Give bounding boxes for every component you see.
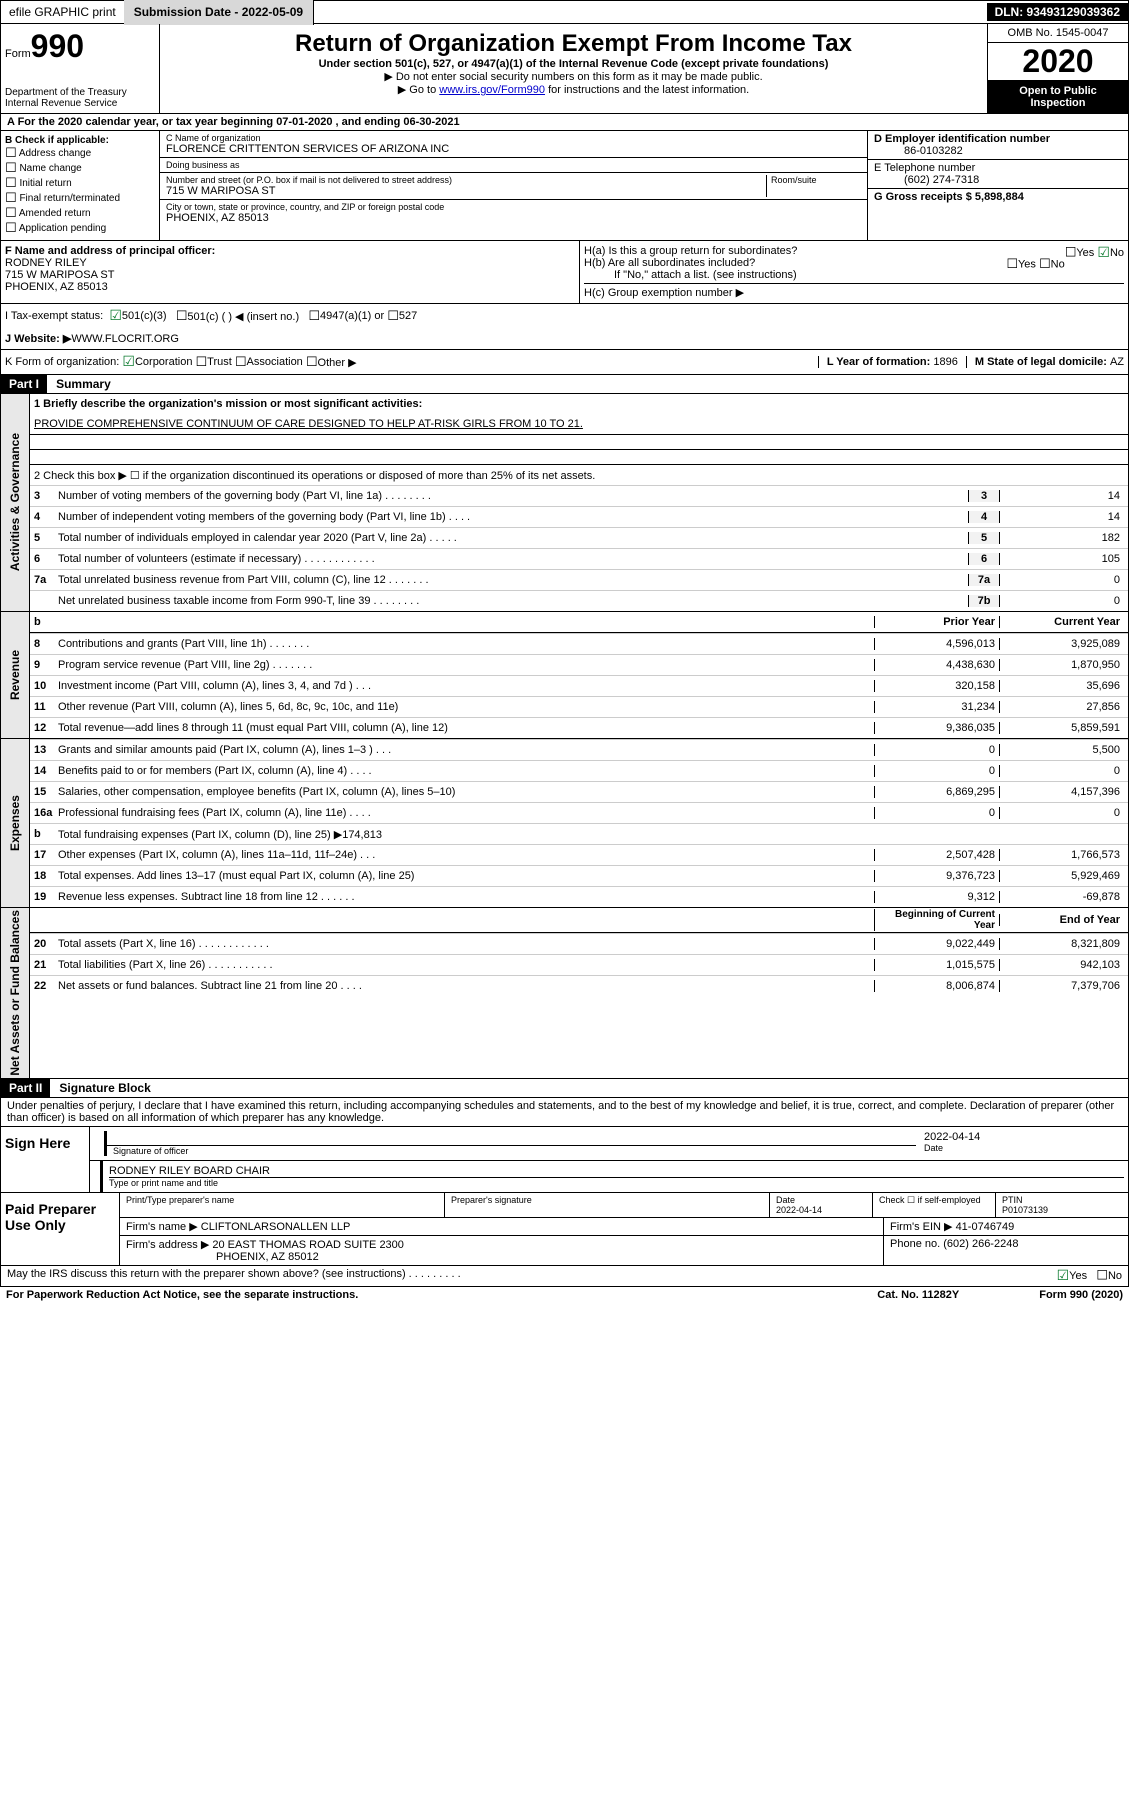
line-a: A For the 2020 calendar year, or tax yea… — [0, 114, 1129, 131]
paid-preparer-block: Paid Preparer Use Only Print/Type prepar… — [0, 1193, 1129, 1266]
table-row: 5Total number of individuals employed in… — [30, 527, 1128, 548]
k-label: K Form of organization: — [5, 356, 119, 368]
street: 715 W MARIPOSA ST — [166, 185, 766, 197]
table-row: 14Benefits paid to or for members (Part … — [30, 760, 1128, 781]
f-name: RODNEY RILEY — [5, 257, 87, 269]
form-number: 990 — [31, 28, 84, 64]
sign-here-block: Sign Here Signature of officer 2022-04-1… — [0, 1127, 1129, 1193]
klm-row: K Form of organization: ☑ Corporation ☐ … — [0, 350, 1129, 375]
form-header: Form990 Department of the Treasury Inter… — [0, 24, 1129, 114]
ein: 86-0103282 — [874, 145, 963, 157]
hc-label: H(c) Group exemption number ▶ — [584, 283, 1124, 299]
table-row: 12Total revenue—add lines 8 through 11 (… — [30, 717, 1128, 738]
officer-name-label: Type or print name and title — [109, 1178, 1124, 1188]
table-row: 9Program service revenue (Part VIII, lin… — [30, 654, 1128, 675]
table-row: 21Total liabilities (Part X, line 26) . … — [30, 954, 1128, 975]
officer-name: RODNEY RILEY BOARD CHAIR — [109, 1165, 1124, 1178]
table-row: 20Total assets (Part X, line 16) . . . .… — [30, 933, 1128, 954]
b-initial: Initial return — [19, 178, 71, 189]
b-final: Final return/terminated — [19, 193, 120, 204]
part-ii-header: Part II Signature Block — [0, 1079, 1129, 1098]
table-row: bTotal fundraising expenses (Part IX, co… — [30, 823, 1128, 844]
b-name-change: Name change — [19, 163, 81, 174]
preparer-phone: (602) 266-2248 — [943, 1238, 1018, 1250]
table-row: 6Total number of volunteers (estimate if… — [30, 548, 1128, 569]
firm-ein: 41-0746749 — [956, 1221, 1015, 1233]
sig-date-label: Date — [924, 1143, 1124, 1153]
city: PHOENIX, AZ 85013 — [166, 212, 861, 224]
dln: DLN: 93493129039362 — [987, 3, 1128, 21]
form-title: Return of Organization Exempt From Incom… — [166, 30, 981, 58]
b-amended: Amended return — [19, 208, 91, 219]
website: WWW.FLOCRIT.ORG — [71, 333, 179, 345]
table-row: 7aTotal unrelated business revenue from … — [30, 569, 1128, 590]
perjury-text: Under penalties of perjury, I declare th… — [0, 1098, 1129, 1127]
form-note2-post: for instructions and the latest informat… — [545, 84, 749, 96]
table-row: 4Number of independent voting members of… — [30, 506, 1128, 527]
dept-label: Department of the Treasury — [5, 87, 155, 98]
f-label: F Name and address of principal officer: — [5, 245, 215, 257]
i-label: I Tax-exempt status: — [5, 310, 103, 322]
tax-year: 2020 — [988, 43, 1128, 81]
table-row: Net unrelated business taxable income fr… — [30, 590, 1128, 611]
table-row: 10Investment income (Part VIII, column (… — [30, 675, 1128, 696]
b-pending: Application pending — [19, 223, 106, 234]
fh-block: F Name and address of principal officer:… — [0, 241, 1129, 304]
submission-date: Submission Date - 2022-05-09 — [124, 0, 314, 25]
ein-label: D Employer identification number — [874, 133, 1050, 145]
net-assets-section: Net Assets or Fund Balances Beginning of… — [0, 908, 1129, 1079]
street-label: Number and street (or P.O. box if mail i… — [166, 175, 766, 185]
b-addr-change: Address change — [19, 148, 91, 159]
mission-text: PROVIDE COMPREHENSIVE CONTINUUM OF CARE … — [34, 418, 1124, 430]
website-row: J Website: ▶ WWW.FLOCRIT.ORG — [0, 328, 1129, 350]
footer-row: For Paperwork Reduction Act Notice, see … — [0, 1287, 1129, 1303]
sig-date: 2022-04-14 — [924, 1131, 1124, 1143]
table-row: 17Other expenses (Part IX, column (A), l… — [30, 844, 1128, 865]
gross: 5,898,884 — [975, 191, 1024, 203]
irs-label: Internal Revenue Service — [5, 98, 155, 109]
form-note1: ▶ Do not enter social security numbers o… — [166, 70, 981, 83]
irs-link[interactable]: www.irs.gov/Form990 — [439, 84, 545, 96]
tax-exempt-row: I Tax-exempt status: ☑ 501(c)(3) ☐ 501(c… — [0, 304, 1129, 328]
expenses-section: Expenses 13Grants and similar amounts pa… — [0, 739, 1129, 908]
table-row: 19Revenue less expenses. Subtract line 1… — [30, 886, 1128, 907]
revenue-section: Revenue b Prior Year Current Year 8Contr… — [0, 612, 1129, 739]
part-i-header: Part I Summary — [0, 375, 1129, 394]
table-row: 13Grants and similar amounts paid (Part … — [30, 739, 1128, 760]
ha-label: H(a) Is this a group return for subordin… — [584, 245, 797, 257]
phone-label: E Telephone number — [874, 162, 1122, 174]
b-heading: B Check if applicable: — [5, 135, 155, 146]
j-label: J Website: ▶ — [5, 332, 71, 345]
omb-number: OMB No. 1545-0047 — [988, 24, 1128, 43]
activities-governance: Activities & Governance 1 Briefly descri… — [0, 394, 1129, 612]
city-label: City or town, state or province, country… — [166, 202, 861, 212]
topbar: efile GRAPHIC print Submission Date - 20… — [0, 0, 1129, 24]
org-name: FLORENCE CRITTENTON SERVICES OF ARIZONA … — [166, 143, 861, 155]
table-row: 22Net assets or fund balances. Subtract … — [30, 975, 1128, 996]
efile-label: efile GRAPHIC print — [1, 3, 124, 21]
table-row: 18Total expenses. Add lines 13–17 (must … — [30, 865, 1128, 886]
f-city: PHOENIX, AZ 85013 — [5, 281, 108, 293]
table-row: 16aProfessional fundraising fees (Part I… — [30, 802, 1128, 823]
discuss-row: May the IRS discuss this return with the… — [0, 1266, 1129, 1287]
dba-label: Doing business as — [166, 160, 861, 170]
hb-label: H(b) Are all subordinates included? — [584, 257, 755, 269]
room-label: Room/suite — [771, 175, 861, 185]
form-label: Form — [5, 48, 31, 60]
c-name-label: C Name of organization — [166, 133, 861, 143]
entity-block: B Check if applicable: ☐ Address change … — [0, 131, 1129, 241]
table-row: 15Salaries, other compensation, employee… — [30, 781, 1128, 802]
table-row: 8Contributions and grants (Part VIII, li… — [30, 633, 1128, 654]
sig-officer-label: Signature of officer — [104, 1146, 916, 1156]
table-row: 3Number of voting members of the governi… — [30, 485, 1128, 506]
form-note2-pre: ▶ Go to — [398, 84, 439, 96]
gross-label: G Gross receipts $ — [874, 191, 975, 203]
table-row: 11Other revenue (Part VIII, column (A), … — [30, 696, 1128, 717]
f-street: 715 W MARIPOSA ST — [5, 269, 114, 281]
phone: (602) 274-7318 — [874, 174, 979, 186]
firm-name: CLIFTONLARSONALLEN LLP — [201, 1221, 351, 1233]
form-subtitle: Under section 501(c), 527, or 4947(a)(1)… — [166, 58, 981, 70]
open-public: Open to Public Inspection — [988, 81, 1128, 113]
